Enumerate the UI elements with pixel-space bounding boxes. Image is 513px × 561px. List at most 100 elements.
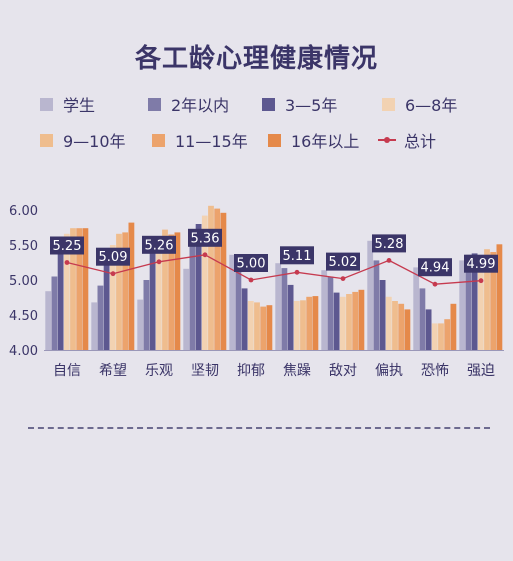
bar: [260, 306, 267, 350]
x-tick-label: 偏执: [375, 363, 403, 379]
bar: [70, 228, 76, 350]
x-tick-label: 乐观: [145, 363, 173, 379]
bar: [45, 291, 52, 350]
data-label-box: [326, 252, 360, 271]
legend-label-16y-plus: 16年以上: [291, 132, 360, 151]
bar: [385, 296, 392, 350]
bar: [162, 229, 168, 350]
data-label: 5.02: [329, 255, 358, 270]
bar: [214, 208, 221, 350]
bar: [367, 240, 374, 350]
bar: [155, 243, 162, 350]
bar: [327, 276, 334, 350]
bar: [438, 323, 444, 350]
data-label-box: [234, 254, 268, 272]
bar: [465, 254, 472, 350]
bar: [220, 212, 227, 350]
bar: [76, 228, 83, 350]
bar: [97, 285, 104, 350]
total-point: [248, 277, 254, 283]
bar: [128, 222, 135, 350]
x-tick-label: 自信: [53, 363, 81, 379]
legend-swatch-9-10y: [40, 133, 53, 147]
bar: [484, 249, 490, 350]
y-tick-label: 4.00: [9, 344, 38, 359]
bar: [471, 253, 478, 350]
bar: [103, 259, 110, 350]
legend-swatch-6-8y: [382, 97, 395, 111]
legend-label-total: 总计: [404, 132, 437, 151]
bar: [398, 303, 405, 350]
data-label-box: [142, 235, 176, 254]
y-tick-label: 6.00: [9, 204, 38, 219]
bar: [143, 280, 150, 350]
legend-item-student: 学生: [40, 92, 95, 116]
data-label-box: [96, 247, 130, 266]
bar: [208, 205, 214, 350]
data-label: 4.99: [467, 257, 496, 272]
legend-item-total: 总计: [378, 128, 436, 152]
data-label-box: [50, 236, 84, 255]
legend-label-6-8y: 6—8年: [405, 96, 458, 115]
bar: [235, 270, 242, 350]
bar: [63, 233, 70, 350]
bar: [379, 280, 386, 350]
legend-label-3-5y: 3—5年: [285, 96, 338, 115]
bar: [293, 301, 300, 350]
total-point: [64, 260, 70, 265]
bar: [241, 288, 248, 350]
bar: [109, 245, 116, 350]
bar: [116, 233, 122, 350]
legend-line-total: [378, 137, 396, 143]
total-point: [340, 276, 346, 281]
total-point: [156, 259, 162, 265]
bar: [189, 236, 196, 350]
bar: [281, 268, 288, 350]
data-label: 5.28: [375, 237, 404, 252]
chart-title: 各工龄心理健康情况: [134, 44, 378, 74]
bar: [352, 291, 359, 350]
legend-swatch-under-2y: [148, 97, 161, 111]
bar: [459, 260, 466, 350]
legend-label-9-10y: 9—10年: [63, 132, 126, 151]
bar: [57, 250, 64, 350]
legend-label-student: 学生: [63, 96, 96, 115]
bar: [496, 244, 503, 350]
y-tick-label: 4.50: [9, 309, 38, 324]
bar: [137, 299, 144, 350]
x-tick-label: 抑郁: [237, 363, 265, 379]
bar: [287, 284, 294, 350]
x-tick-label: 希望: [99, 363, 127, 379]
data-label: 5.25: [53, 239, 82, 254]
legend-item-11-15y: 11—15年: [152, 128, 248, 152]
total-point: [294, 269, 300, 275]
bar: [149, 253, 156, 350]
total-point: [110, 271, 116, 277]
x-tick-label: 坚韧: [191, 363, 219, 379]
total-point: [432, 281, 438, 287]
legend-item-under-2y: 2年以内: [148, 92, 229, 116]
y-tick-label: 5.50: [9, 239, 38, 254]
y-tick-label: 5.00: [9, 274, 38, 289]
total-point: [202, 252, 208, 258]
data-label: 5.26: [145, 238, 174, 253]
legend-item-6-8y: 6—8年: [382, 92, 457, 116]
legend-item-9-10y: 9—10年: [40, 128, 126, 152]
bar: [183, 268, 190, 350]
legend-label-under-2y: 2年以内: [171, 96, 230, 115]
x-tick-label: 敌对: [329, 363, 357, 379]
bar: [339, 296, 346, 350]
bar: [333, 292, 340, 350]
total-point: [386, 258, 392, 263]
data-label: 5.09: [99, 250, 128, 265]
bar: [373, 260, 380, 350]
bar: [247, 301, 254, 350]
legend-item-3-5y: 3—5年: [262, 92, 337, 116]
bar: [254, 302, 260, 350]
total-point: [478, 278, 484, 284]
data-label: 5.11: [283, 249, 312, 264]
bar: [306, 296, 313, 350]
bar: [490, 252, 497, 350]
bar: [122, 232, 129, 350]
bar: [450, 303, 457, 350]
